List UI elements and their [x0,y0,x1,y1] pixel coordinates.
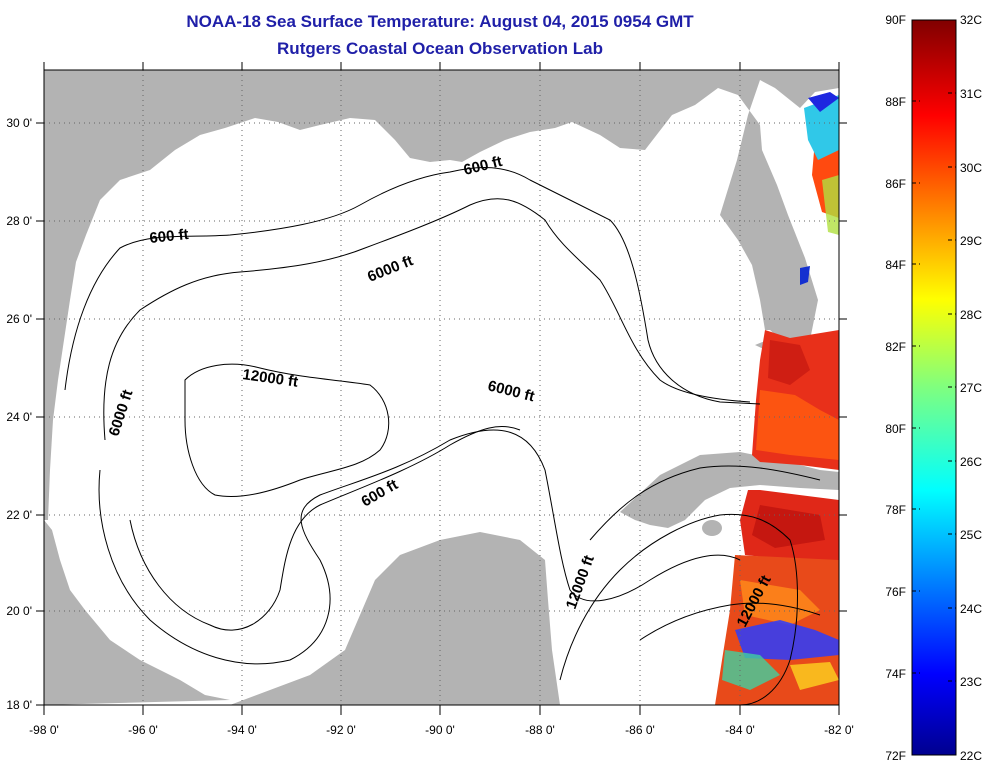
land-us-gulf-coast [44,70,839,520]
map-area: 600 ft 600 ft 6000 ft 6000 ft 6000 ft 12… [44,70,839,705]
colorbar-c-label: 26C [960,455,982,469]
lon-label: -92 0' [326,723,356,737]
colorbar-c-label: 28C [960,308,982,322]
contour-600ft-south [98,429,741,665]
land-yucatan [230,532,560,705]
land-mexico-west [44,520,230,705]
lat-label: 22 0' [6,508,32,522]
map-title: NOAA-18 Sea Surface Temperature: August … [186,12,694,31]
lat-label: 24 0' [6,410,32,424]
lon-label: -88 0' [525,723,555,737]
colorbar-f-label: 78F [885,503,906,517]
lat-axis-labels: 30 0' 28 0' 26 0' 24 0' 22 0' 20 0' 18 0… [6,116,32,712]
lon-label: -86 0' [625,723,655,737]
lat-label: 18 0' [6,698,32,712]
land-isle-of-youth [702,520,722,536]
land-cuba [620,452,839,528]
colorbar: 90F 88F 86F 84F 82F 80F 78F 76F 74F 72F … [885,13,982,763]
colorbar-c-label: 22C [960,749,982,763]
contour-12000ft-west [184,363,390,498]
colorbar-f-label: 82F [885,340,906,354]
colorbar-f-label: 74F [885,667,906,681]
colorbar-c-label: 31C [960,87,982,101]
lat-label: 20 0' [6,604,32,618]
lon-label: -82 0' [824,723,854,737]
colorbar-f-label: 76F [885,585,906,599]
bathymetry-contours [64,166,821,705]
colorbar-f-label: 86F [885,177,906,191]
sst-data [715,92,839,705]
colorbar-c-label: 25C [960,528,982,542]
map-subtitle: Rutgers Coastal Ocean Observation Lab [277,39,603,58]
contour-12000ft-east [559,513,798,705]
colorbar-f-label: 72F [885,749,906,763]
lon-label: -94 0' [227,723,257,737]
contour-6000ft-outer [103,198,751,441]
colorbar-c-label: 29C [960,234,982,248]
colorbar-f-label: 88F [885,95,906,109]
colorbar-c-label: 23C [960,675,982,689]
colorbar-c-label: 30C [960,161,982,175]
lon-label: -98 0' [29,723,59,737]
contour-cuba-shelf [589,465,821,541]
graticule [44,70,839,705]
colorbar-c-label: 32C [960,13,982,27]
lat-label: 30 0' [6,116,32,130]
lon-axis-labels: -98 0' -96 0' -94 0' -92 0' -90 0' -88 0… [29,723,854,737]
frame-ticks [36,62,847,715]
colorbar-c-label: 24C [960,602,982,616]
lon-label: -90 0' [425,723,455,737]
lat-label: 28 0' [6,214,32,228]
lon-label: -96 0' [128,723,158,737]
contour-600ft-north [64,166,761,405]
map-frame [43,69,840,706]
contour-12000ft-south [639,602,821,641]
colorbar-c-labels: 32C 31C 30C 29C 28C 27C 26C 25C 24C 23C … [960,13,982,763]
lon-label: -84 0' [725,723,755,737]
lat-label: 26 0' [6,312,32,326]
colorbar-f-labels: 90F 88F 86F 84F 82F 80F 78F 76F 74F 72F [885,13,906,763]
colorbar-f-label: 84F [885,258,906,272]
colorbar-f-label: 90F [885,13,906,27]
colorbar-c-label: 27C [960,381,982,395]
contour-6000ft-inner [129,426,521,631]
colorbar-f-label: 80F [885,422,906,436]
contour-label: 600 ft [149,226,190,247]
